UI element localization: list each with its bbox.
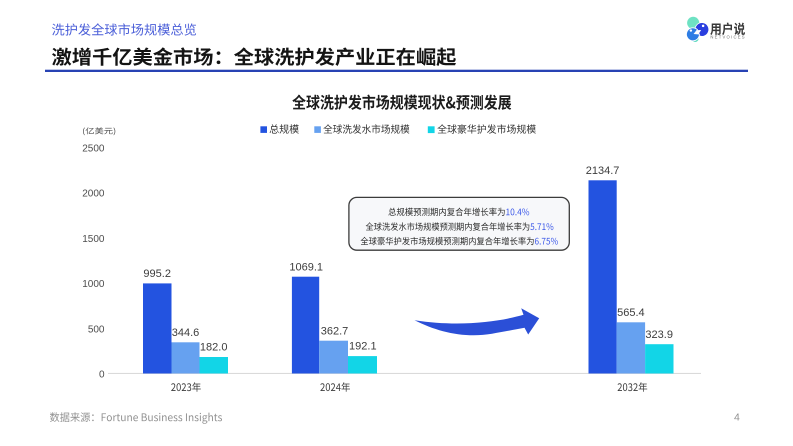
svg-text:565.4: 565.4	[617, 307, 645, 319]
svg-text:182.0: 182.0	[200, 342, 228, 354]
svg-text:323.9: 323.9	[645, 329, 673, 341]
svg-text:4: 4	[734, 411, 740, 423]
svg-text:192.1: 192.1	[349, 341, 377, 353]
svg-text:1000: 1000	[82, 279, 105, 290]
svg-text:344.6: 344.6	[172, 327, 200, 339]
svg-text:1500: 1500	[82, 234, 105, 245]
svg-text:362.7: 362.7	[321, 325, 349, 337]
svg-text:500: 500	[88, 324, 105, 335]
svg-text:2000: 2000	[82, 189, 105, 200]
svg-text:0: 0	[99, 370, 105, 381]
svg-text:NETVOICES: NETVOICES	[710, 34, 745, 39]
svg-text:1069.1: 1069.1	[289, 261, 323, 273]
svg-text:995.2: 995.2	[143, 268, 171, 280]
svg-text:2500: 2500	[82, 143, 105, 154]
svg-text:2134.7: 2134.7	[586, 165, 620, 177]
